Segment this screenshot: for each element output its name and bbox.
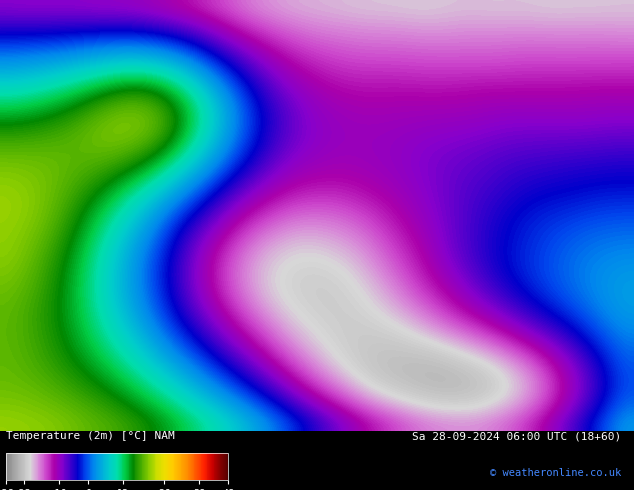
Text: Temperature (2m) [°C] NAM: Temperature (2m) [°C] NAM	[6, 431, 175, 441]
Text: Sa 28-09-2024 06:00 UTC (18+60): Sa 28-09-2024 06:00 UTC (18+60)	[412, 431, 621, 441]
Text: © weatheronline.co.uk: © weatheronline.co.uk	[490, 468, 621, 478]
